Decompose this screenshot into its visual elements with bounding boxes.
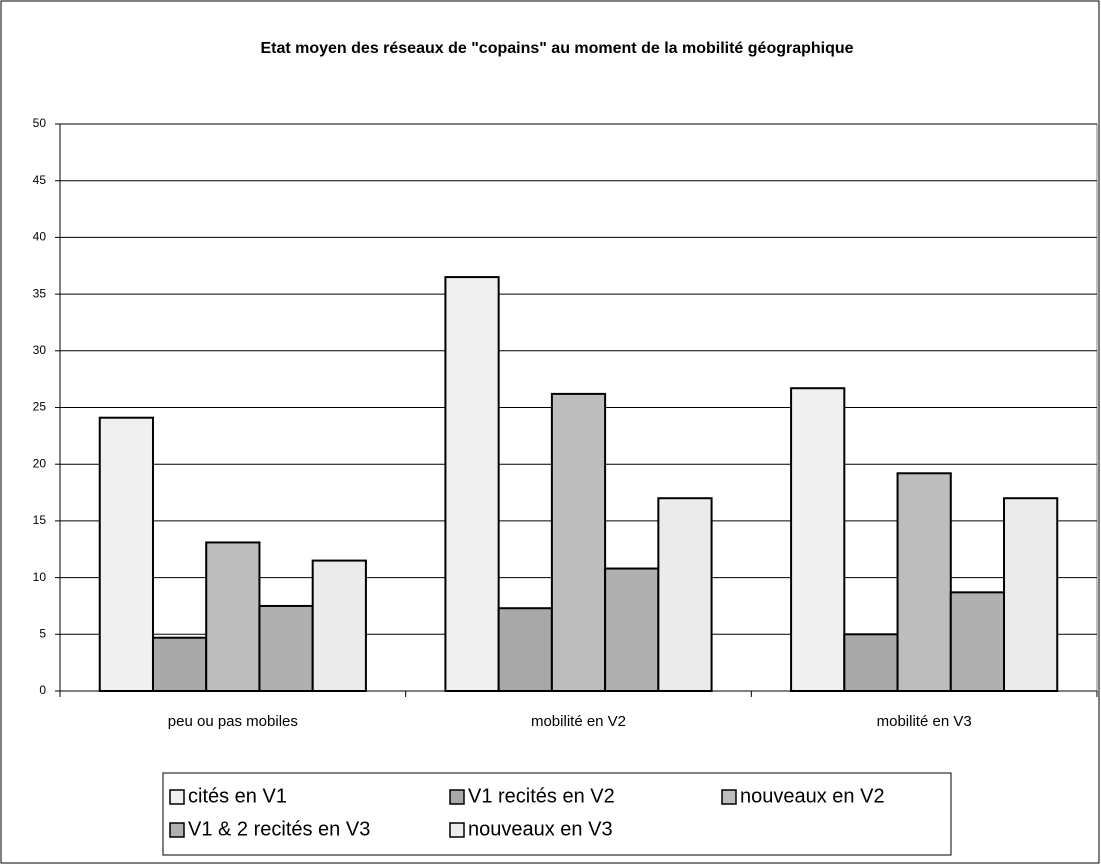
x-tick-label: mobilité en V2 [531,713,626,730]
bar [843,633,899,692]
y-tick-label: 10 [33,570,47,584]
bar [151,636,208,693]
y-tick-label: 50 [33,116,47,130]
legend-label: V1 & 2 recités en V3 [188,818,370,840]
bar [258,604,314,693]
bar [657,497,713,692]
bar [790,387,846,692]
y-tick-label: 30 [33,343,47,357]
y-tick-label: 35 [33,286,47,300]
y-tick-label: 5 [39,626,46,640]
bar [205,541,261,692]
y-tick-label: 15 [33,513,47,527]
bar [444,276,500,692]
legend-label: V1 recités en V2 [468,785,615,807]
y-tick-label: 20 [33,456,47,470]
bar [311,559,367,693]
y-tick-label: 25 [33,400,47,414]
legend-swatch [169,822,185,838]
bar [497,607,553,693]
y-tick-label: 0 [39,683,46,697]
legend-swatch [721,789,737,805]
legend-swatch [449,789,465,805]
legend-label: nouveaux en V3 [468,818,613,840]
y-tick-label: 45 [33,173,47,187]
y-tick-label: 40 [33,230,47,244]
legend-swatch [449,822,465,838]
bar [896,472,952,692]
legend-swatch [169,789,185,805]
x-tick-label: mobilité en V3 [877,713,972,730]
bar [604,567,660,693]
chart-title: Etat moyen des réseaux de "copains" au m… [260,40,853,57]
legend-label: cités en V1 [188,785,287,807]
bar [550,392,607,692]
bar [98,416,154,692]
bar [949,591,1006,692]
x-tick-label: peu ou pas mobiles [168,713,298,730]
legend-box [162,772,952,856]
bar [1003,497,1059,692]
legend-label: nouveaux en V2 [740,785,885,807]
